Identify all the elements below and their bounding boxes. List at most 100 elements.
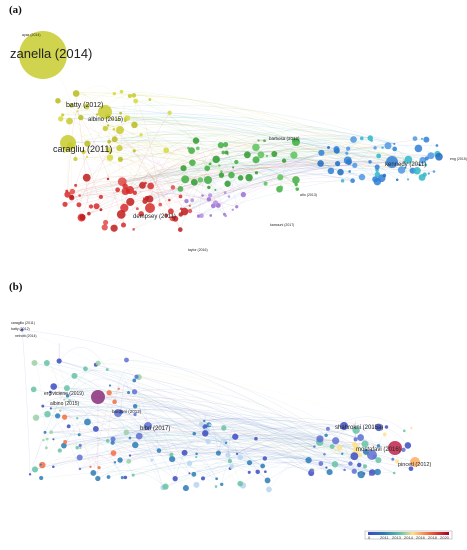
network-edge (71, 105, 382, 179)
network-edge (160, 161, 321, 205)
network-node (316, 435, 324, 443)
network-node (132, 190, 137, 196)
network-edge (71, 175, 146, 197)
network-edge (104, 111, 349, 149)
network-edge (107, 421, 209, 442)
network-node (343, 156, 352, 165)
network-node (262, 456, 268, 461)
network-node (264, 477, 271, 484)
network-edge (181, 145, 221, 209)
network-edge (319, 416, 405, 439)
network-edge (67, 130, 349, 149)
network-node (102, 125, 108, 132)
network-edge (74, 375, 129, 462)
network-edge (135, 100, 161, 205)
network-edge (194, 423, 325, 455)
network-node (110, 450, 117, 456)
network-node (95, 475, 101, 482)
network-node (52, 438, 55, 441)
network-edge (208, 155, 431, 200)
network-edge (60, 118, 337, 152)
network-node (119, 89, 124, 94)
network-node (32, 414, 40, 421)
network-edge (79, 424, 206, 458)
panel-a-nodes (19, 31, 443, 232)
network-node (108, 384, 112, 387)
network-node (144, 422, 152, 430)
network-edge (142, 174, 161, 205)
network-node (106, 154, 114, 161)
network-node (376, 444, 381, 448)
network-edge (35, 408, 88, 423)
network-node (252, 156, 260, 164)
network-edge (134, 389, 327, 436)
network-node (138, 211, 144, 217)
network-node (39, 461, 46, 469)
network-node (348, 461, 353, 466)
network-edge (74, 375, 176, 479)
network-node (195, 146, 200, 151)
network-node (89, 465, 92, 469)
network-node (225, 452, 231, 458)
network-edge (125, 443, 357, 478)
network-node (172, 215, 179, 222)
network-edge (107, 427, 136, 446)
network-node (84, 418, 91, 426)
network-node (404, 155, 413, 164)
network-edge (45, 427, 336, 441)
network-node (351, 468, 357, 474)
node-label-barbosa: barbosa (2012) (269, 136, 300, 141)
network-node (263, 139, 266, 143)
network-node (406, 178, 410, 181)
network-edge (42, 405, 81, 469)
network-node (247, 470, 251, 474)
network-edge (126, 431, 330, 473)
network-node (66, 117, 73, 125)
network-node (221, 425, 227, 431)
network-node (337, 168, 344, 176)
network-node (42, 439, 45, 442)
node-label-caragliu: caragliu (2011) (53, 144, 112, 154)
network-edge (42, 405, 173, 460)
network-node (30, 386, 37, 393)
network-node (391, 457, 395, 461)
network-node (131, 121, 138, 129)
network-node (76, 454, 83, 461)
network-node (277, 174, 284, 181)
network-edge (109, 385, 173, 460)
network-edge (50, 391, 320, 443)
network-edge (189, 140, 259, 212)
network-node (83, 366, 88, 372)
network-node (192, 431, 197, 436)
network-node (45, 437, 49, 441)
network-edge (113, 129, 167, 216)
network-edge (119, 143, 174, 188)
network-node (111, 136, 118, 143)
network-node (224, 441, 228, 445)
network-edge (122, 462, 244, 486)
network-edge (232, 140, 372, 210)
network-node (132, 149, 136, 153)
network-edge (57, 100, 226, 216)
network-node (90, 470, 97, 476)
network-node (78, 467, 82, 471)
network-node (404, 442, 412, 449)
network-node (334, 449, 337, 452)
network-node (361, 440, 369, 448)
network-edge (109, 385, 355, 457)
network-node (215, 477, 219, 481)
network-edge (50, 406, 336, 465)
network-edge (267, 459, 373, 481)
network-node (245, 173, 253, 182)
network-node (96, 113, 99, 116)
network-node (79, 446, 82, 450)
network-edge (50, 390, 315, 447)
network-edge (67, 111, 78, 195)
network-edge (204, 418, 320, 443)
network-edge (112, 424, 206, 443)
network-node (103, 219, 109, 226)
network-node (61, 113, 65, 117)
network-edge (42, 449, 361, 466)
network-edge (142, 140, 265, 186)
network-node (318, 461, 324, 466)
